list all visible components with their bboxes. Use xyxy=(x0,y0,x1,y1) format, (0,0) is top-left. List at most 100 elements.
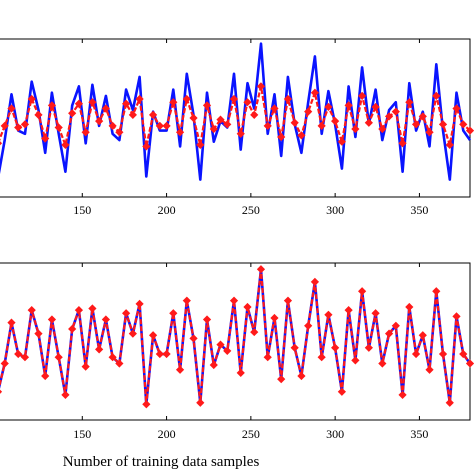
predicted-point-marker xyxy=(398,390,407,399)
predicted-point-marker xyxy=(344,101,353,110)
predicted-point-marker xyxy=(20,120,30,129)
predicted-point-marker xyxy=(122,99,131,108)
predicted-point-marker xyxy=(162,349,171,359)
x-tick-label: 300 xyxy=(326,427,344,441)
predicted-point-marker xyxy=(358,91,367,100)
predicted-point-marker xyxy=(88,98,97,107)
predicted-point-marker xyxy=(202,101,212,110)
predicted-point-marker xyxy=(384,112,394,121)
actual-series-line xyxy=(0,42,472,181)
predicted-point-marker xyxy=(297,131,306,140)
x-tick-label: 300 xyxy=(326,203,344,217)
predicted-point-marker xyxy=(283,296,293,305)
predicted-point-marker xyxy=(263,121,272,131)
predicted-point-marker xyxy=(337,137,346,146)
predicted-point-marker xyxy=(175,365,185,374)
predicted-point-marker xyxy=(101,315,110,324)
predicted-point-marker xyxy=(418,112,427,121)
predicted-point-marker xyxy=(88,304,97,313)
predicted-point-marker xyxy=(270,313,279,323)
predicted-point-marker xyxy=(256,82,266,91)
predicted-point-marker xyxy=(142,400,151,409)
predicted-point-marker xyxy=(61,390,70,399)
predicted-point-marker xyxy=(81,362,90,371)
predicted-point-marker xyxy=(283,94,293,104)
predicted-point-marker xyxy=(465,126,474,135)
predicted-point-marker xyxy=(398,139,407,148)
predicted-point-marker xyxy=(223,346,232,356)
predicted-point-marker xyxy=(108,121,117,131)
predicted-point-marker xyxy=(411,120,421,129)
predicted-point-marker xyxy=(310,88,320,97)
predicted-point-marker xyxy=(95,117,104,126)
predicted-point-marker xyxy=(418,331,427,340)
predicted-point-marker xyxy=(331,117,340,126)
predicted-point-marker xyxy=(351,124,360,134)
predicted-point-marker xyxy=(155,349,164,359)
predicted-point-marker xyxy=(351,356,360,365)
predicted-point-marker xyxy=(216,115,225,124)
predicted-point-marker xyxy=(34,110,43,119)
predicted-point-marker xyxy=(162,121,171,131)
predicted-point-marker xyxy=(189,334,198,343)
x-axis-label: Number of training data samples xyxy=(63,454,260,470)
predicted-point-marker xyxy=(304,107,313,116)
predicted-point-marker xyxy=(445,140,454,149)
predicted-point-marker xyxy=(47,315,57,324)
predicted-point-marker xyxy=(310,277,320,286)
predicted-point-marker xyxy=(459,120,468,129)
predicted-point-marker xyxy=(182,296,191,305)
predicted-point-marker xyxy=(54,123,63,132)
x-tick-label: 200 xyxy=(158,203,176,217)
predicted-point-marker xyxy=(148,110,158,119)
predicted-point-marker xyxy=(250,327,259,337)
predicted-point-marker xyxy=(128,329,137,338)
predicted-point-marker xyxy=(209,360,218,370)
predicted-point-marker xyxy=(290,118,299,127)
predicted-point-marker xyxy=(371,309,380,318)
predicted-point-marker xyxy=(0,121,9,131)
predicted-point-marker xyxy=(243,302,252,312)
predicted-point-marker xyxy=(465,359,474,368)
predicted-point-marker xyxy=(243,98,252,107)
predicted-point-marker xyxy=(216,340,225,349)
predicted-point-marker xyxy=(452,312,461,321)
predicted-point-marker xyxy=(196,398,205,407)
x-tick-label: 350 xyxy=(410,427,428,441)
predicted-point-marker xyxy=(41,134,50,143)
predicted-point-marker xyxy=(324,102,333,112)
predicted-point-marker xyxy=(391,107,400,116)
predicted-point-marker xyxy=(34,329,43,338)
predicted-point-marker xyxy=(364,343,373,352)
predicted-point-marker xyxy=(101,104,110,113)
predicted-point-marker xyxy=(115,128,124,137)
predicted-point-marker xyxy=(74,99,84,108)
predicted-point-marker xyxy=(54,353,63,362)
predicted-point-marker xyxy=(182,94,191,104)
x-tick-label: 250 xyxy=(242,203,260,217)
predicted-point-marker xyxy=(391,321,400,330)
predicted-point-marker xyxy=(317,121,326,131)
predicted-point-marker xyxy=(250,110,259,119)
predicted-point-marker xyxy=(331,343,340,352)
predicted-point-marker xyxy=(108,353,117,362)
predicted-point-marker xyxy=(115,359,124,368)
predicted-point-marker xyxy=(7,318,16,327)
predicted-point-marker xyxy=(425,128,434,137)
predicted-point-marker xyxy=(263,353,272,362)
x-tick-label: 150 xyxy=(73,427,91,441)
predicted-point-marker xyxy=(438,120,448,129)
predicted-point-marker xyxy=(236,129,245,138)
predicted-point-marker xyxy=(196,140,205,149)
predicted-point-marker xyxy=(189,113,198,123)
predicted-point-marker xyxy=(209,124,218,134)
predicted-point-marker xyxy=(0,359,9,368)
x-tick-label: 150 xyxy=(73,203,91,217)
predicted-point-marker xyxy=(304,321,313,330)
x-tick-label: 200 xyxy=(158,427,176,441)
top-panel: 150 200 250 300 350 xyxy=(0,38,474,217)
predicted-point-marker xyxy=(61,140,70,149)
predicted-point-marker xyxy=(148,331,158,340)
predicted-point-marker xyxy=(0,141,3,146)
predicted-point-marker xyxy=(378,359,387,368)
